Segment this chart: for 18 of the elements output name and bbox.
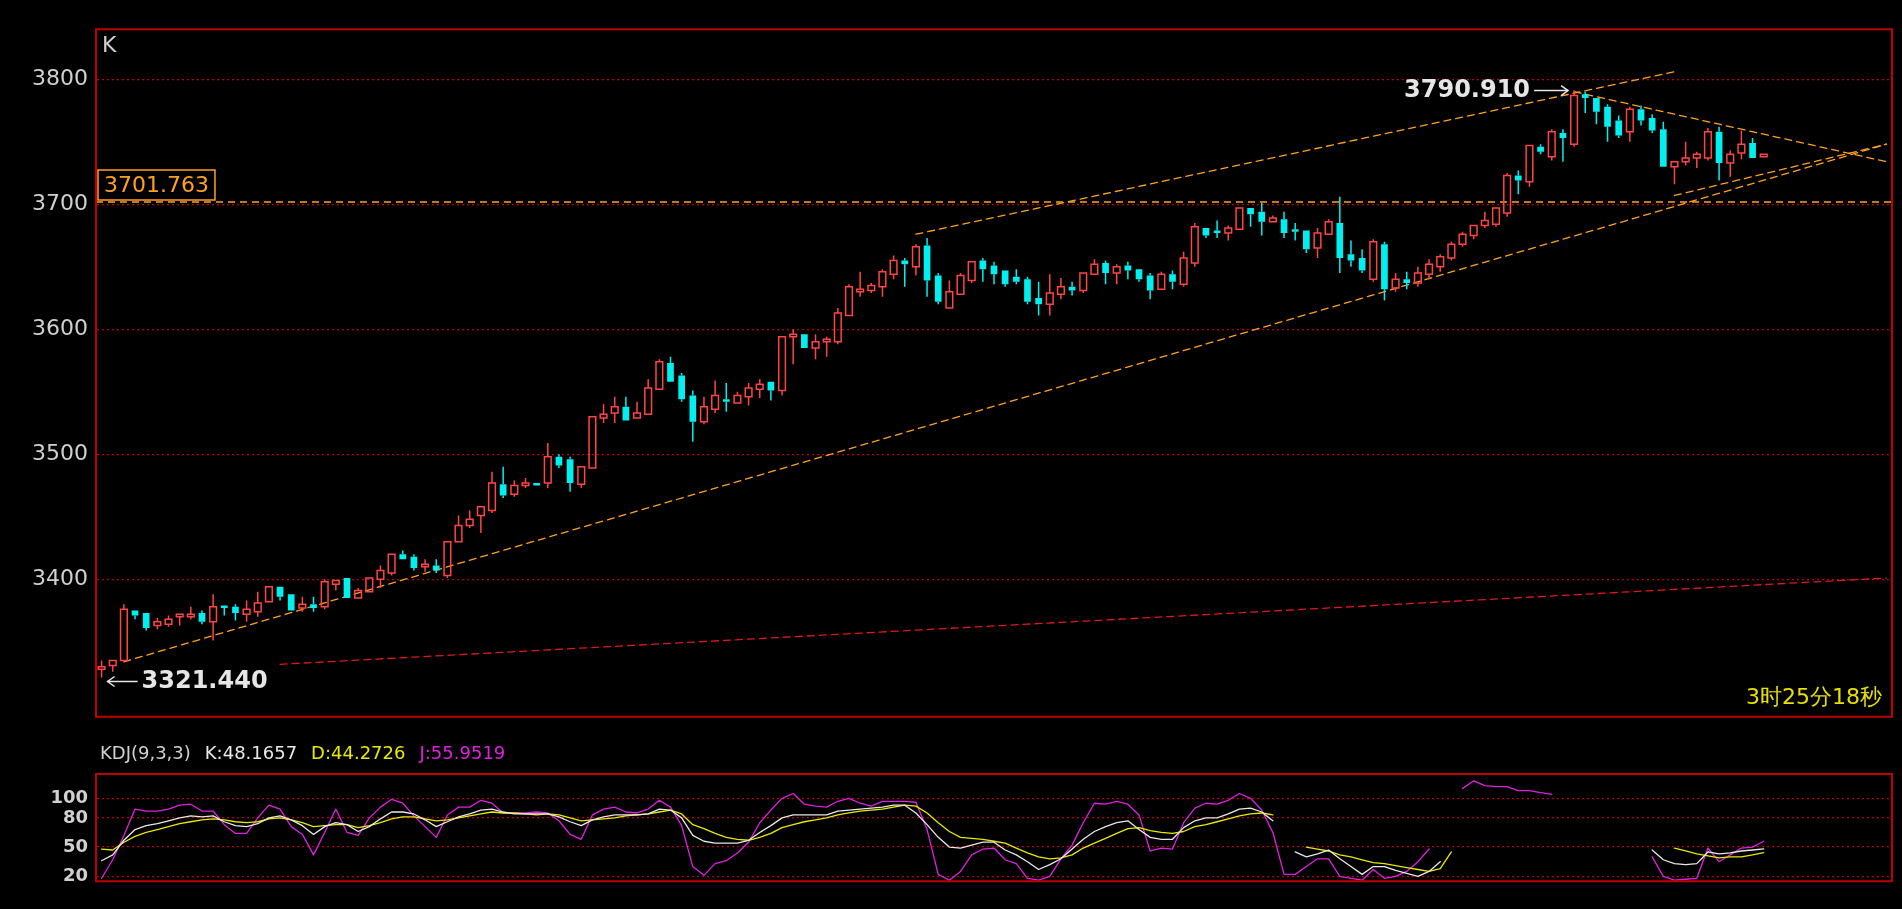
annotation: 3321.440 — [141, 665, 268, 694]
y-tick-label: 3500 — [32, 439, 88, 465]
text: D:44.2726 — [311, 741, 406, 763]
annotation: 3时25分18秒 — [1746, 683, 1882, 709]
y-tick-label: 3700 — [32, 189, 88, 215]
text: J:55.9519 — [418, 741, 506, 763]
text: K:48.1657 — [204, 741, 298, 763]
y-tick-label: 3400 — [32, 565, 88, 590]
y-tick-label: 100 — [50, 786, 88, 808]
chart-title: K — [102, 31, 117, 57]
chart-title: KDJ(9,3,3) — [100, 741, 191, 763]
y-tick-label: 3800 — [32, 64, 88, 90]
y-tick-label: 80 — [62, 805, 88, 827]
y-tick-label: 50 — [62, 834, 88, 856]
annotation: 3790.910 — [1404, 74, 1531, 103]
ref-line-label: 3701.763 — [104, 171, 209, 197]
y-tick-label: 20 — [62, 864, 88, 885]
y-tick-label: 3600 — [32, 314, 88, 340]
